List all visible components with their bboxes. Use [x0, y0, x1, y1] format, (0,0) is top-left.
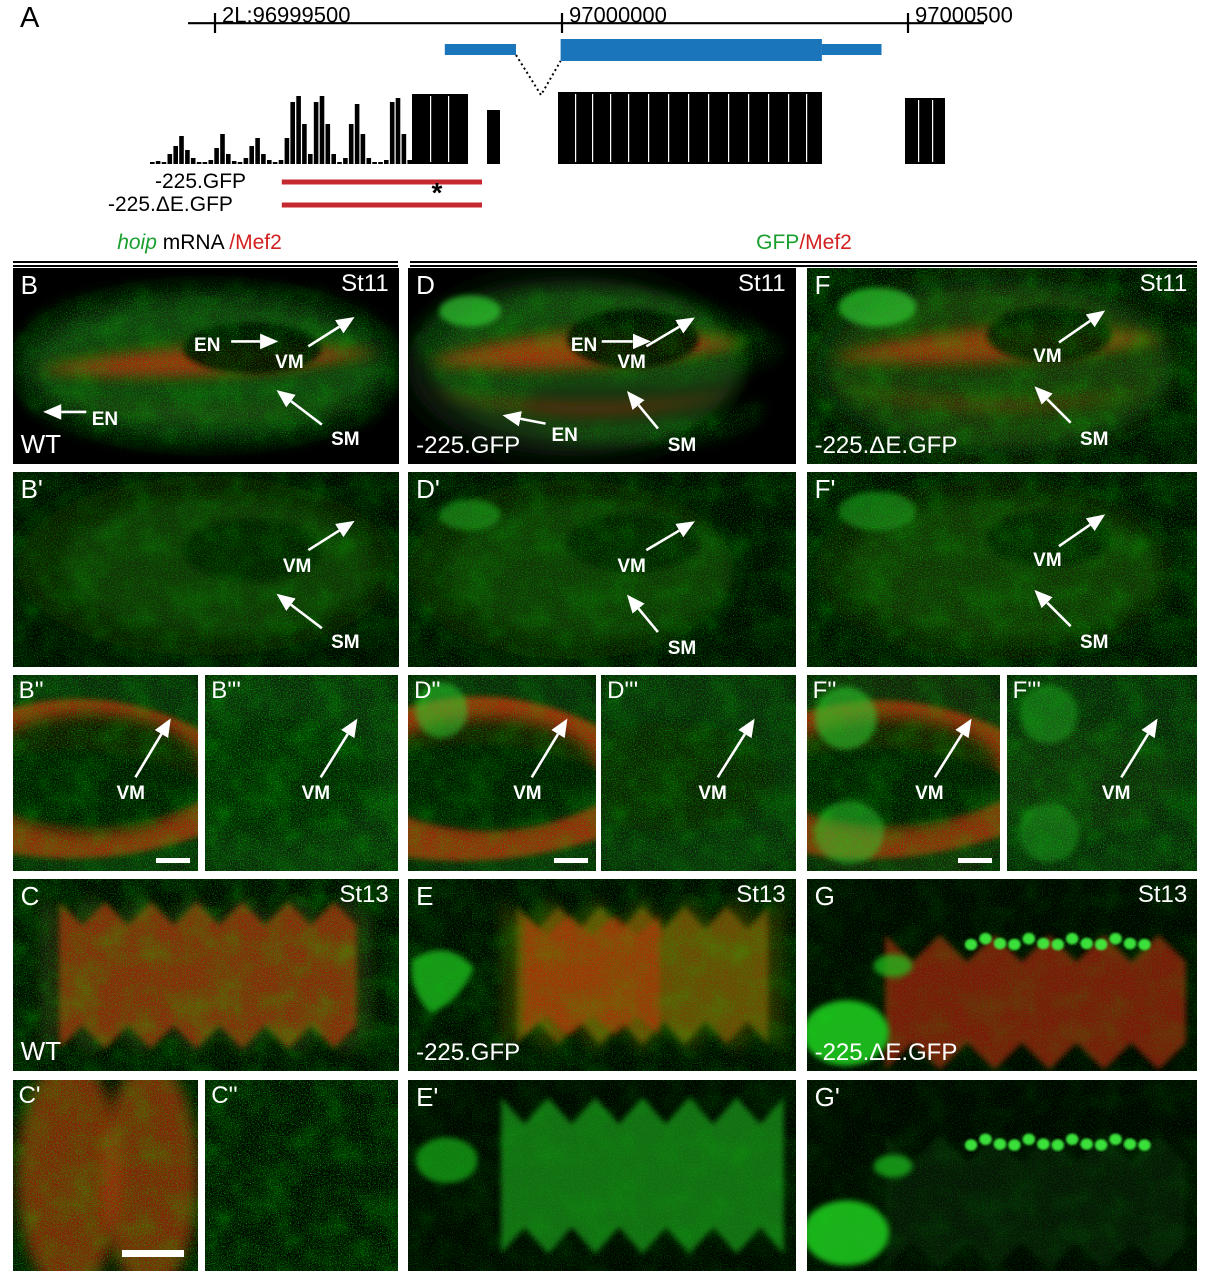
svg-text:-225.ΔE.GFP: -225.ΔE.GFP [108, 193, 233, 216]
svg-text:97000000: 97000000 [569, 3, 667, 28]
svg-text:97000500: 97000500 [915, 3, 1013, 28]
svg-text:-225.GFP: -225.GFP [155, 170, 246, 193]
svg-text:*: * [432, 177, 443, 208]
svg-text:2L:96999500: 2L:96999500 [222, 3, 350, 28]
